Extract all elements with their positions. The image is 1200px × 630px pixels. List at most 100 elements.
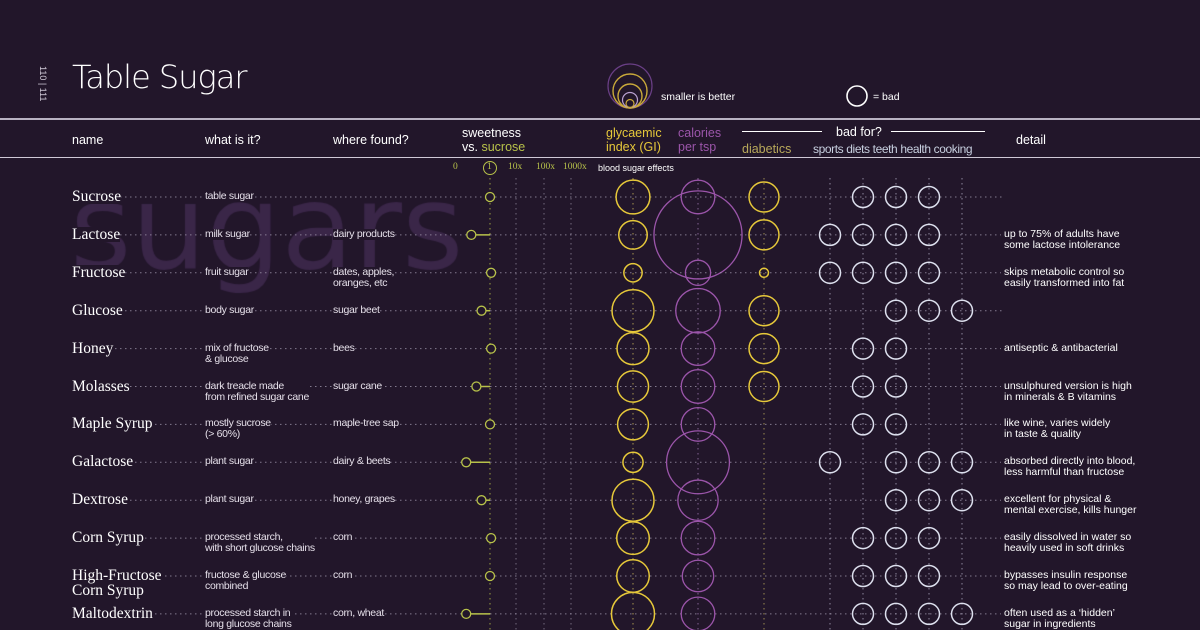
detail-text: easily dissolved in water so heavily use… bbox=[1001, 532, 1132, 555]
bad-for-teeth-circle bbox=[884, 223, 908, 247]
bad-for-health-circle bbox=[917, 488, 941, 512]
detail-text: antiseptic & antibacterial bbox=[1001, 342, 1118, 354]
what-is-it: table sugar bbox=[205, 190, 254, 202]
header-detail: detail bbox=[1016, 133, 1046, 147]
sweetness-dot bbox=[471, 381, 482, 392]
where-found: corn bbox=[333, 531, 353, 544]
sugar-name: Molasses bbox=[72, 377, 130, 395]
what-is-it: milk sugar bbox=[205, 227, 250, 240]
bad-for-diets-circle bbox=[851, 602, 875, 626]
bad-for-rule-left bbox=[742, 131, 822, 132]
calories-bubble bbox=[653, 190, 743, 280]
sweetness-tick-label: 1000x bbox=[563, 162, 587, 172]
diabetics-bubble bbox=[748, 294, 780, 327]
calories-bubble bbox=[684, 259, 712, 287]
what-is-it: processed starch in long glucose chains bbox=[205, 606, 292, 630]
bad-for-rule-right bbox=[891, 131, 985, 132]
sweetness-dot bbox=[485, 267, 497, 278]
detail-text: like wine, varies widely in taste & qual… bbox=[1001, 418, 1111, 441]
where-found: maple-tree sap bbox=[333, 417, 399, 430]
legend-bad-note: = bad bbox=[873, 91, 900, 103]
bad-for-teeth-circle bbox=[884, 488, 908, 512]
header-calories: calories per tsp bbox=[678, 126, 721, 154]
bad-for-teeth-circle bbox=[884, 337, 908, 360]
sweetness-tick-label: 100x bbox=[536, 162, 555, 172]
bad-for-health-circle bbox=[917, 564, 941, 588]
gi-bubble bbox=[610, 591, 656, 630]
sweetness-tick-label: 1 bbox=[487, 162, 492, 172]
header-sweetness-vs: vs. bbox=[462, 140, 482, 154]
sugar-name: Honey bbox=[72, 339, 114, 357]
bad-for-teeth-circle bbox=[884, 451, 908, 474]
sugar-name: Maple Syrup bbox=[72, 415, 153, 433]
header-sweetness-line1: sweetness bbox=[462, 126, 522, 140]
header-bottom-rule bbox=[0, 157, 1200, 158]
bad-for-health-circle bbox=[917, 223, 941, 247]
sweetness-reference-circle bbox=[483, 161, 497, 175]
bad-for-sports-circle bbox=[818, 223, 842, 247]
where-found: sugar cane bbox=[333, 379, 382, 392]
header-sports: sports bbox=[813, 142, 844, 156]
header-bad-for: bad for? bbox=[836, 125, 882, 139]
sweetness-dot bbox=[484, 191, 496, 203]
bad-for-health-circle bbox=[917, 261, 941, 285]
header-what: what is it? bbox=[205, 133, 261, 147]
bad-for-diets-circle bbox=[851, 185, 875, 209]
sweetness-dot bbox=[476, 305, 487, 316]
bad-for-health-circle bbox=[917, 451, 941, 474]
where-found: dairy products bbox=[333, 227, 395, 240]
sugar-name: Lactose bbox=[72, 225, 121, 243]
where-found: dates, apples, oranges, etc bbox=[333, 265, 395, 289]
calories-bubble bbox=[680, 520, 716, 556]
header-gi-line1: glycaemic bbox=[606, 126, 662, 140]
header-gi: glycaemic index (GI) bbox=[606, 126, 662, 154]
where-found: corn, wheat bbox=[333, 606, 384, 619]
detail-text: unsulphured version is high in minerals … bbox=[1001, 380, 1132, 403]
bad-for-teeth-circle bbox=[884, 375, 908, 398]
header-teeth: teeth bbox=[872, 142, 898, 156]
where-found: corn bbox=[333, 569, 353, 581]
gi-bubble bbox=[615, 179, 651, 215]
blood-sugar-effects-label: blood sugar effects bbox=[598, 163, 674, 173]
sugar-name: Glucose bbox=[72, 301, 123, 319]
gi-bubble bbox=[623, 262, 643, 283]
legend-bad-circle bbox=[846, 85, 868, 107]
bad-for-health-circle bbox=[917, 526, 941, 550]
calories-bubble bbox=[680, 331, 716, 367]
detail-text: up to 75% of adults have some lactose in… bbox=[1001, 228, 1121, 251]
diabetics-bubble bbox=[748, 370, 780, 403]
what-is-it: mostly sucrose (> 60%) bbox=[205, 417, 271, 441]
where-found: dairy & beets bbox=[333, 455, 391, 468]
sugar-name: Dextrose bbox=[72, 491, 128, 509]
sugar-name: Fructose bbox=[72, 263, 126, 281]
bad-for-teeth-circle bbox=[884, 185, 908, 209]
gi-bubble bbox=[615, 521, 651, 556]
gi-bubble bbox=[618, 219, 648, 250]
bad-for-teeth-circle bbox=[884, 413, 908, 436]
gi-bubble bbox=[622, 451, 644, 474]
what-is-it: plant sugar bbox=[205, 493, 254, 506]
detail-text: bypasses insulin response so may lead to… bbox=[1001, 570, 1128, 592]
bad-for-diets-circle bbox=[851, 261, 875, 285]
what-is-it: fruit sugar bbox=[205, 265, 249, 278]
bad-for-teeth-circle bbox=[884, 299, 908, 322]
bad-for-cooking-circle bbox=[950, 451, 974, 474]
gi-bubble bbox=[616, 370, 650, 403]
bad-for-health-circle bbox=[917, 185, 941, 209]
header-sweetness: sweetness vs. sucrose bbox=[462, 126, 525, 154]
bad-for-diets-circle bbox=[851, 526, 875, 550]
gi-bubble bbox=[611, 478, 655, 522]
calories-bubble bbox=[680, 369, 716, 404]
header-top-rule bbox=[0, 118, 1200, 120]
what-is-it: processed starch, with short glucose cha… bbox=[205, 531, 315, 555]
bad-for-sports-circle bbox=[818, 451, 842, 474]
sweetness-dot bbox=[461, 608, 472, 620]
detail-text: skips metabolic control so easily transf… bbox=[1001, 266, 1125, 289]
calories-bubble bbox=[680, 179, 716, 215]
header-where: where found? bbox=[333, 133, 409, 147]
bad-for-sports-circle bbox=[818, 261, 842, 285]
what-is-it: mix of fructose & glucose bbox=[205, 341, 269, 365]
page-title: Table Sugar bbox=[72, 58, 247, 96]
detail-text: excellent for physical & mental exercise… bbox=[1001, 494, 1137, 517]
